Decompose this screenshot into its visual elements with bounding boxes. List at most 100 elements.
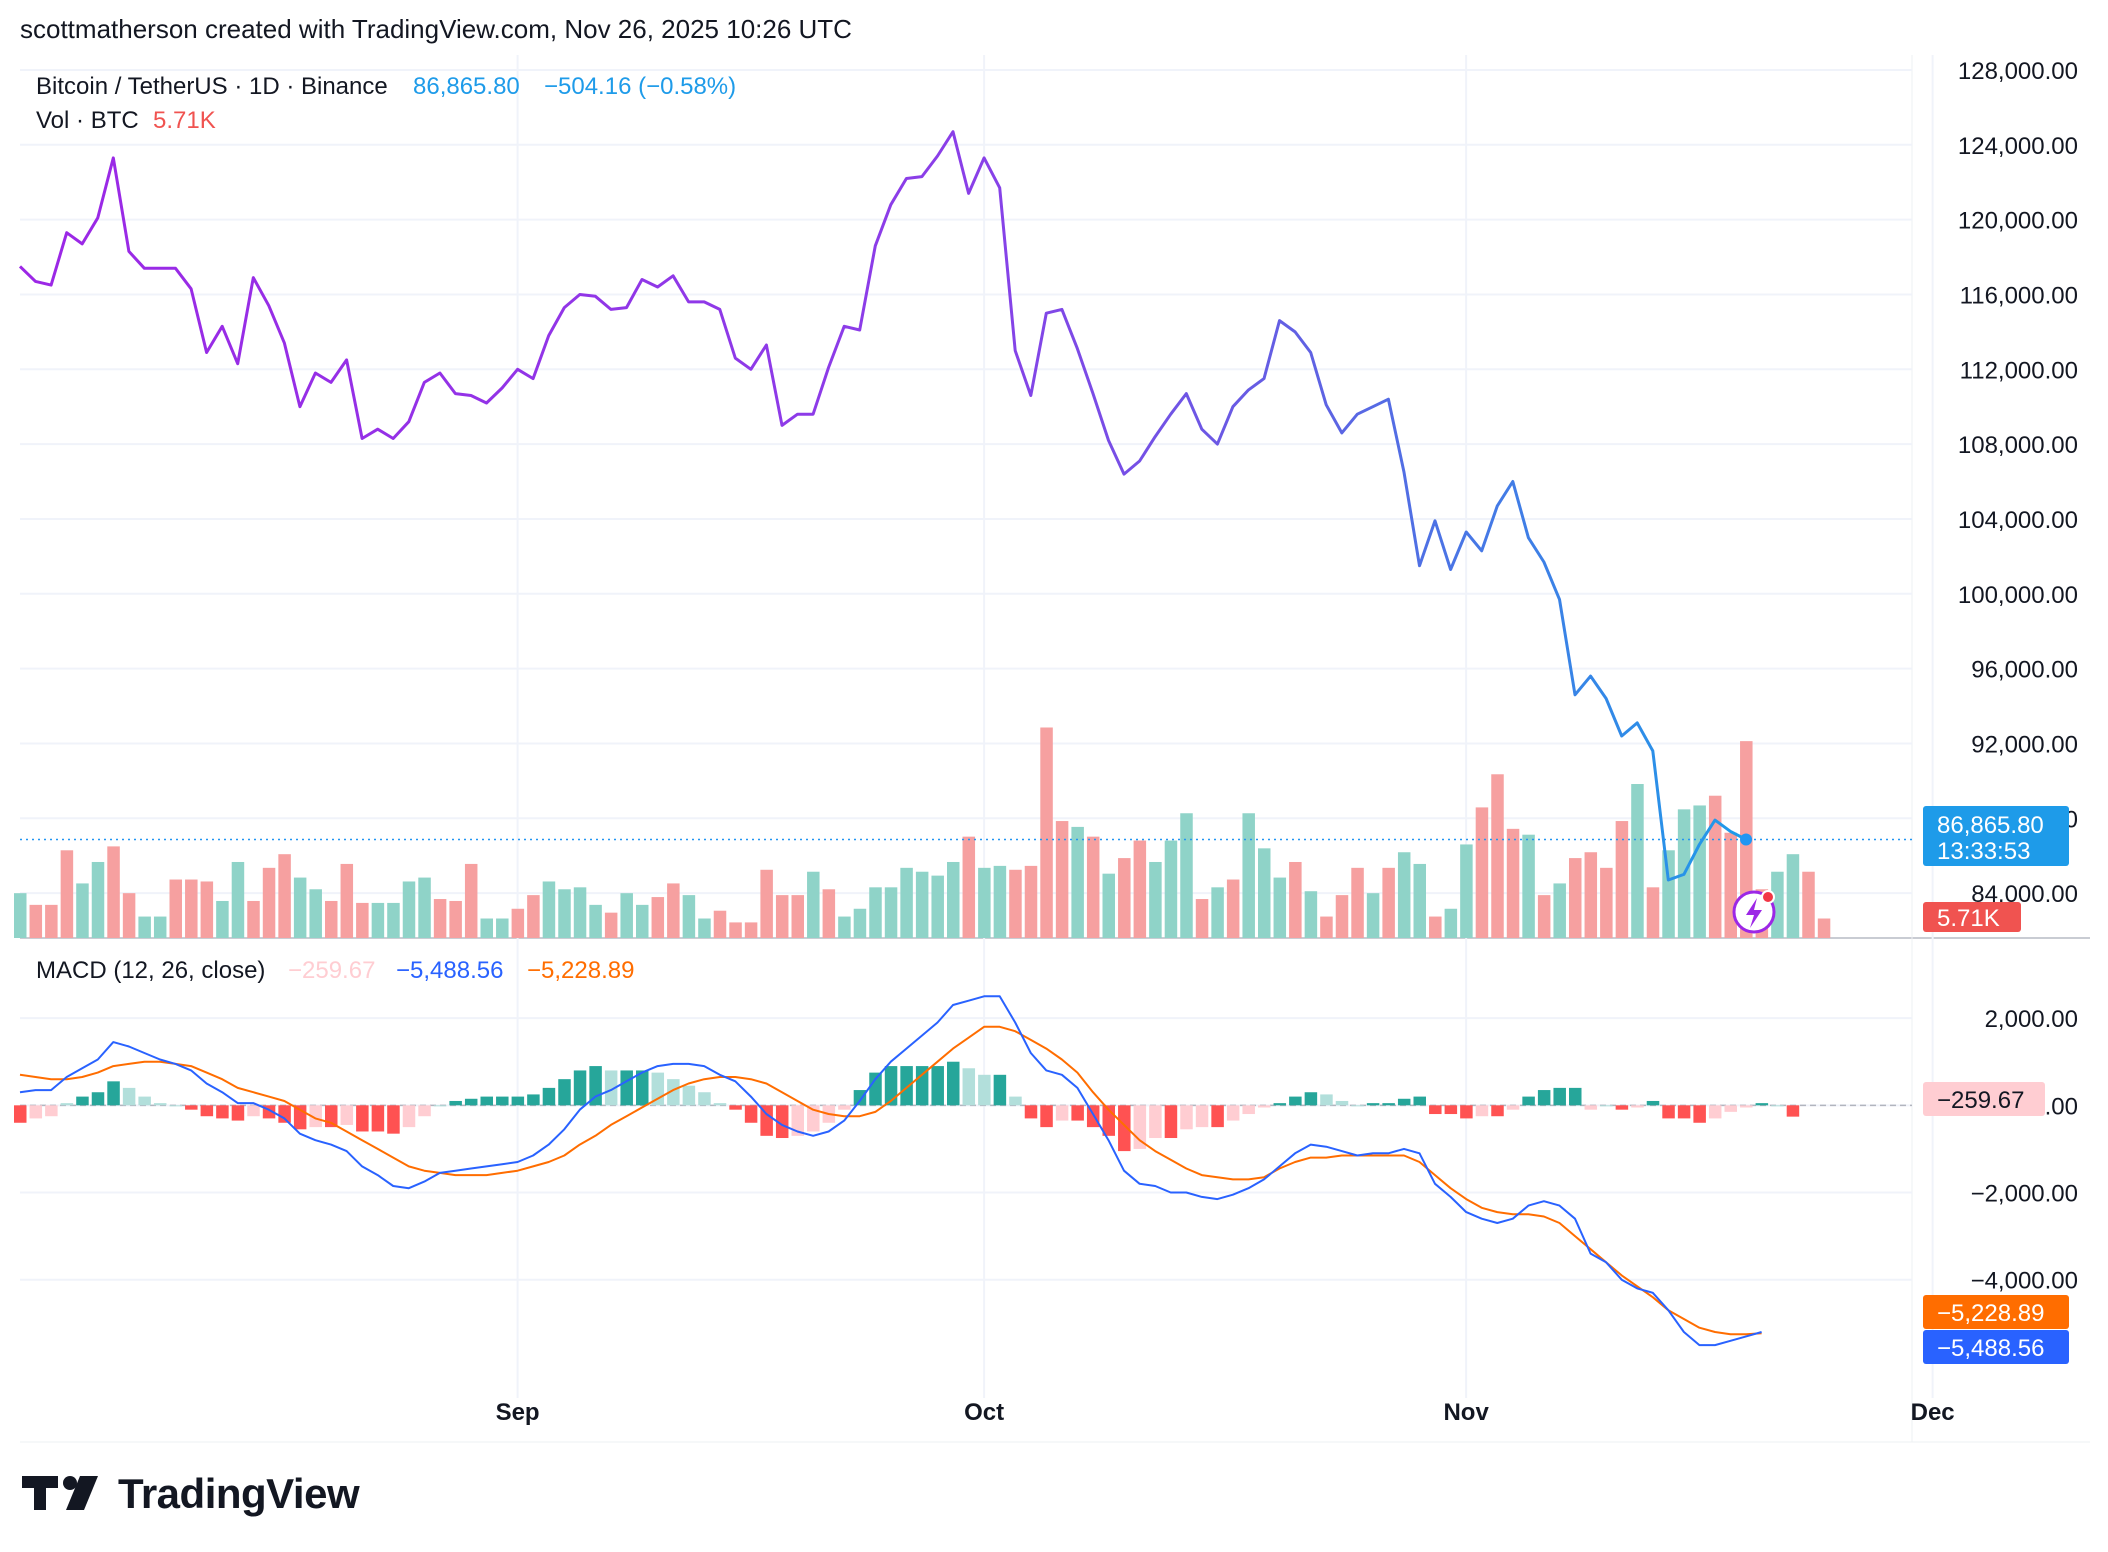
macd-histogram-bar xyxy=(729,1105,742,1110)
volume-bar xyxy=(231,861,245,938)
volume-bar xyxy=(1413,863,1426,938)
macd-histogram-bar xyxy=(1475,1105,1489,1117)
volume-bar xyxy=(1786,854,1800,938)
macd-histogram-bar xyxy=(1506,1105,1520,1110)
volume-bar xyxy=(775,895,789,938)
volume-bar xyxy=(1771,871,1784,938)
volume-bar xyxy=(309,889,322,938)
volume-bar xyxy=(869,887,882,938)
macd-histogram-bar xyxy=(1537,1090,1551,1106)
macd-histogram-bar xyxy=(931,1066,944,1106)
volume-bar xyxy=(1646,887,1660,938)
macd-histogram-bar xyxy=(636,1070,649,1106)
macd-line xyxy=(19,995,1762,1347)
volume-bar xyxy=(1429,916,1442,938)
macd-histogram-bar xyxy=(1693,1105,1706,1123)
volume-bar xyxy=(542,881,556,938)
macd-histogram-bar xyxy=(1149,1105,1162,1139)
macd-histogram-bar xyxy=(1397,1098,1411,1106)
volume-bar xyxy=(651,897,665,938)
volume-bar xyxy=(931,875,944,938)
y-tick-label: 124,000.00 xyxy=(1958,133,2078,160)
volume-bar xyxy=(1802,871,1815,938)
volume-bar xyxy=(122,893,136,938)
volume-bar xyxy=(387,902,400,938)
volume-bar xyxy=(760,869,773,938)
volume-bar xyxy=(1102,873,1115,938)
macd-histogram-bar xyxy=(1071,1105,1084,1121)
price-chart[interactable]: Sep Oct Nov Dec 128,000.00 124,000.00 120,000.… xyxy=(0,0,2108,1470)
lightning-icon[interactable] xyxy=(1732,890,1776,934)
macd-histogram-bar xyxy=(869,1072,882,1106)
volume-bar xyxy=(325,900,338,938)
macd-hist-value: −259.67 xyxy=(288,957,375,984)
volume-label: Vol · BTC xyxy=(36,107,139,134)
volume-bar xyxy=(558,889,571,938)
y-tick-label: 104,000.00 xyxy=(1958,507,2078,534)
macd-histogram-bar xyxy=(807,1105,820,1132)
price-tag xyxy=(1923,806,2069,866)
volume-bar xyxy=(807,871,820,938)
tradingview-logo[interactable]: TradingView xyxy=(22,1468,360,1520)
macd-histogram-bar xyxy=(1724,1105,1737,1112)
volume-bar xyxy=(1631,784,1644,938)
volume-bar xyxy=(713,910,727,938)
y-tick-label: 92,000.00 xyxy=(1971,731,2078,758)
volume-bar xyxy=(853,908,867,938)
macd-histogram-bar xyxy=(993,1074,1007,1106)
macd-histogram-bar xyxy=(884,1066,898,1106)
macd-histogram-bar xyxy=(153,1103,167,1106)
volume-bar xyxy=(1086,836,1100,938)
volume-bar xyxy=(1242,813,1255,938)
volume-bar xyxy=(107,846,120,938)
macd-histogram-bar xyxy=(791,1105,804,1136)
volume-bar xyxy=(45,904,58,938)
volume-bar xyxy=(1351,867,1364,938)
volume-bar xyxy=(1040,727,1053,938)
macd-histogram-bar xyxy=(667,1079,680,1106)
volume-bar xyxy=(1708,795,1722,938)
macd-hist-tag-value: −259.67 xyxy=(1937,1087,2024,1114)
volume-bar xyxy=(60,850,74,938)
y-tick-label: 96,000.00 xyxy=(1971,657,2078,684)
tradingview-logo-icon xyxy=(22,1476,98,1510)
macd-histogram-bar xyxy=(1382,1103,1395,1106)
volume-bar xyxy=(1195,899,1209,938)
volume-bar xyxy=(978,867,991,938)
volume-bar xyxy=(1133,840,1147,938)
macd-signal-value: −5,228.89 xyxy=(527,957,634,984)
macd-histogram-bar xyxy=(1429,1105,1442,1115)
macd-tag xyxy=(1923,1330,2069,1364)
macd-histogram-bar xyxy=(449,1100,462,1106)
macd-histogram-bar xyxy=(496,1096,509,1106)
volume-bar xyxy=(1600,867,1613,938)
volume-bar xyxy=(744,922,758,938)
macd-histogram-bar xyxy=(1226,1105,1240,1121)
macd-histogram-bar xyxy=(1273,1103,1287,1106)
macd-histogram-bar xyxy=(464,1098,478,1106)
volume-bar xyxy=(1180,813,1193,938)
volume-bar xyxy=(1055,821,1069,938)
volume-bar xyxy=(449,900,462,938)
volume-bar xyxy=(1071,826,1084,938)
macd-histogram-bar xyxy=(573,1070,587,1106)
volume-bar xyxy=(1491,774,1504,938)
macd-histogram-bar xyxy=(760,1105,773,1136)
volume-bar xyxy=(636,904,649,938)
macd-histogram-bar xyxy=(1009,1096,1022,1106)
volume-bar xyxy=(1460,844,1473,938)
volume-bar xyxy=(91,861,105,938)
macd-histogram-bar xyxy=(107,1081,120,1106)
volume-bar xyxy=(278,854,291,938)
volume-bar xyxy=(1009,869,1022,938)
macd-histogram-bar xyxy=(620,1070,633,1106)
volume-bar xyxy=(589,904,602,938)
signal-tag xyxy=(1923,1295,2069,1329)
macd-histogram-bar xyxy=(1180,1105,1193,1130)
volume-bar xyxy=(340,863,354,938)
macd-histogram-bar xyxy=(527,1094,540,1106)
macd-histogram-bar xyxy=(853,1090,867,1106)
y-tick-label: 120,000.00 xyxy=(1958,208,2078,235)
volume-bar xyxy=(1273,877,1287,938)
macd-histogram-bar xyxy=(1195,1105,1209,1128)
